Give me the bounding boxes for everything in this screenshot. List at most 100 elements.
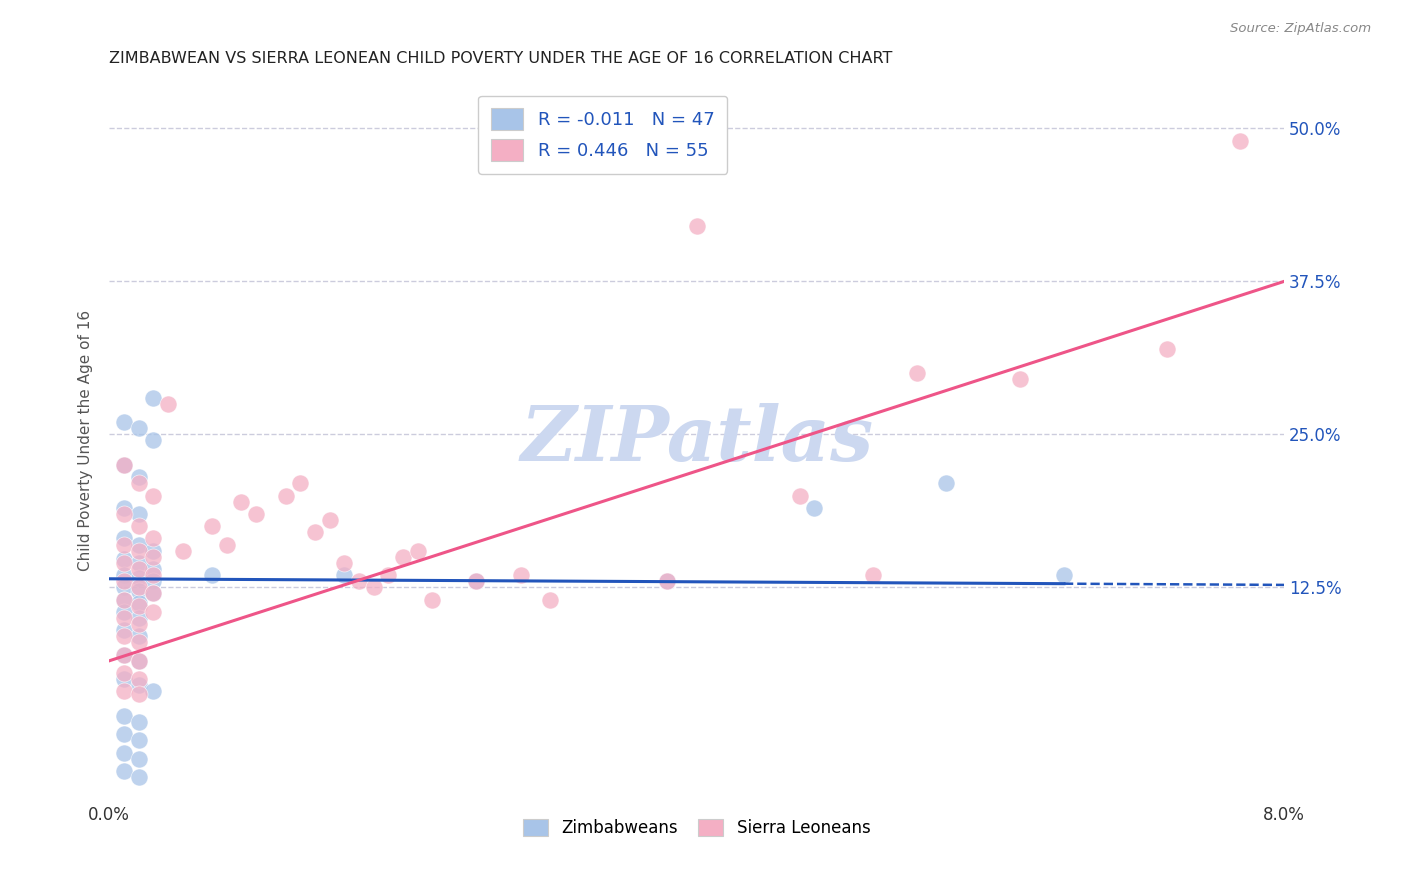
Point <box>128 556 150 570</box>
Point <box>128 629 150 643</box>
Point <box>128 770 150 784</box>
Point <box>128 537 150 551</box>
Point <box>1008 372 1031 386</box>
Point <box>128 752 150 766</box>
Point <box>128 470 150 484</box>
Point <box>1229 134 1251 148</box>
Point <box>686 219 709 234</box>
Point <box>128 570 150 584</box>
Point <box>231 494 253 508</box>
Point <box>538 592 561 607</box>
Point <box>803 500 825 515</box>
Point <box>377 568 399 582</box>
Point <box>142 586 165 600</box>
Point <box>333 556 356 570</box>
Point <box>112 684 135 698</box>
Point <box>142 391 165 405</box>
Point <box>128 599 150 613</box>
Point <box>112 605 135 619</box>
Point <box>128 507 150 521</box>
Point <box>112 746 135 760</box>
Point <box>142 562 165 576</box>
Point <box>112 624 135 638</box>
Point <box>128 635 150 649</box>
Point <box>128 562 150 576</box>
Point <box>1156 342 1178 356</box>
Point <box>128 654 150 668</box>
Point <box>142 568 165 582</box>
Point <box>347 574 370 589</box>
Point <box>905 366 928 380</box>
Point <box>935 476 957 491</box>
Legend: Zimbabweans, Sierra Leoneans: Zimbabweans, Sierra Leoneans <box>516 813 877 844</box>
Point <box>333 568 356 582</box>
Point <box>142 489 165 503</box>
Point <box>465 574 488 589</box>
Point <box>789 489 811 503</box>
Point <box>112 764 135 778</box>
Point <box>112 672 135 686</box>
Point <box>201 519 224 533</box>
Point <box>112 611 135 625</box>
Point <box>156 397 179 411</box>
Point <box>245 507 267 521</box>
Point <box>422 592 444 607</box>
Point <box>112 537 135 551</box>
Point <box>142 549 165 564</box>
Point <box>128 672 150 686</box>
Point <box>128 687 150 701</box>
Point <box>112 568 135 582</box>
Point <box>862 568 884 582</box>
Point <box>128 476 150 491</box>
Point <box>112 500 135 515</box>
Point <box>112 458 135 472</box>
Point <box>112 648 135 662</box>
Point <box>406 543 429 558</box>
Point <box>112 666 135 681</box>
Point <box>172 543 194 558</box>
Point <box>112 574 135 589</box>
Point <box>112 580 135 594</box>
Point <box>112 592 135 607</box>
Point <box>112 592 135 607</box>
Point <box>128 519 150 533</box>
Point <box>657 574 679 589</box>
Point <box>128 714 150 729</box>
Point <box>128 611 150 625</box>
Point <box>392 549 415 564</box>
Point <box>112 709 135 723</box>
Point <box>112 556 135 570</box>
Point <box>128 421 150 435</box>
Text: Source: ZipAtlas.com: Source: ZipAtlas.com <box>1230 22 1371 36</box>
Point <box>112 415 135 429</box>
Point <box>201 568 224 582</box>
Point <box>142 586 165 600</box>
Point <box>128 733 150 747</box>
Point <box>112 532 135 546</box>
Point <box>304 525 326 540</box>
Point <box>509 568 531 582</box>
Point <box>1053 568 1076 582</box>
Point <box>142 605 165 619</box>
Point <box>128 580 150 594</box>
Point <box>215 537 238 551</box>
Text: ZIPatlas: ZIPatlas <box>520 403 873 477</box>
Point <box>112 727 135 741</box>
Y-axis label: Child Poverty Under the Age of 16: Child Poverty Under the Age of 16 <box>79 310 93 571</box>
Point <box>142 684 165 698</box>
Point <box>128 596 150 610</box>
Point <box>112 507 135 521</box>
Point <box>274 489 297 503</box>
Point <box>142 543 165 558</box>
Point <box>112 552 135 566</box>
Point <box>112 629 135 643</box>
Point <box>142 434 165 448</box>
Point <box>128 617 150 632</box>
Point <box>318 513 340 527</box>
Point <box>657 574 679 589</box>
Point <box>112 458 135 472</box>
Point <box>128 678 150 692</box>
Point <box>142 574 165 589</box>
Point <box>363 580 385 594</box>
Text: ZIMBABWEAN VS SIERRA LEONEAN CHILD POVERTY UNDER THE AGE OF 16 CORRELATION CHART: ZIMBABWEAN VS SIERRA LEONEAN CHILD POVER… <box>110 51 893 66</box>
